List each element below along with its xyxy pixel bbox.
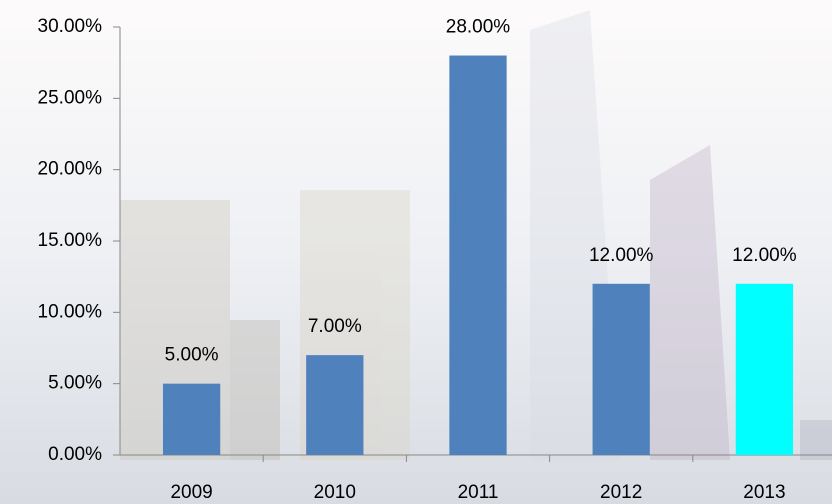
y-tick-label: 15.00% [38,230,103,251]
x-tick-label: 2011 [458,482,499,503]
x-tick-label: 2013 [743,482,785,503]
data-label: 12.00% [732,245,797,266]
bar [735,283,794,455]
bar [592,283,650,455]
y-tick-label: 0.00% [48,444,102,465]
data-label: 7.00% [308,316,362,337]
y-tick-label: 10.00% [38,301,103,322]
y-tick-label: 5.00% [48,373,102,394]
x-tick-label: 2009 [170,482,212,503]
data-label: 5.00% [165,345,219,366]
y-tick-label: 20.00% [38,159,103,180]
x-tick-label: 2010 [314,482,356,503]
y-tick-label: 25.00% [38,87,103,108]
data-label: 28.00% [446,17,511,38]
bar [306,355,364,455]
bar [449,55,507,456]
y-tick-label: 30.00% [38,16,103,37]
data-label: 12.00% [589,245,654,266]
bar [162,383,221,455]
x-tick-label: 2012 [600,482,642,503]
